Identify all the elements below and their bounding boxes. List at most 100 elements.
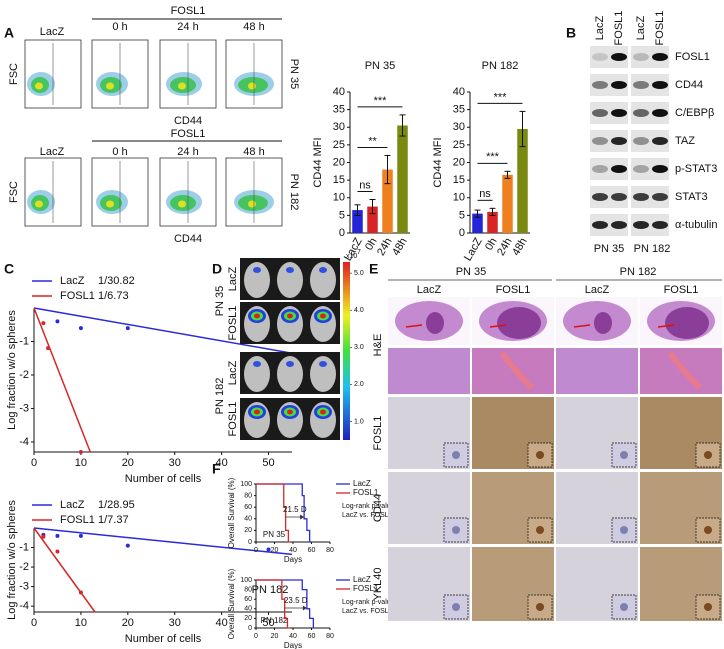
x-tick-label: 30 xyxy=(169,617,181,629)
y-tick-label: 80 xyxy=(244,586,252,593)
arrow xyxy=(657,324,675,328)
mouse xyxy=(244,356,270,392)
legend-label: FOSL1 xyxy=(60,514,95,526)
nucleus xyxy=(452,526,460,534)
signal xyxy=(286,361,294,367)
x-axis-label: CD44 xyxy=(174,115,202,127)
blot-bg xyxy=(631,46,669,68)
flow-cloud xyxy=(35,82,43,90)
y-tick-label: 40 xyxy=(244,606,252,613)
vessel xyxy=(499,351,535,391)
condition-label: FOSL1 xyxy=(664,284,699,296)
blot-bg xyxy=(631,130,669,152)
data-point xyxy=(46,346,51,351)
blot-band xyxy=(611,53,627,61)
fit-line xyxy=(33,307,293,354)
y-tick-label: 0 xyxy=(248,625,252,632)
ihc-inset xyxy=(611,517,637,543)
blot-bg xyxy=(631,158,669,180)
protein-label: C/EBPβ xyxy=(675,107,714,119)
legend-estimate: 1/7.37 xyxy=(98,514,129,526)
signal xyxy=(254,313,260,319)
mouse xyxy=(310,262,336,298)
median-gap: 21.5 D xyxy=(283,505,307,514)
condition-label: LacZ xyxy=(417,284,442,296)
lane-label: LacZ xyxy=(635,15,647,40)
x-tick-label: 0h xyxy=(363,236,380,253)
signal xyxy=(319,361,327,367)
blot-band xyxy=(652,53,668,61)
nucleus xyxy=(452,603,460,611)
flow-cloud xyxy=(106,82,114,90)
blot-band xyxy=(652,109,668,117)
x-tick-label: 0 xyxy=(31,617,37,629)
group-label: PN 35 xyxy=(214,286,226,317)
y-tick-label: 30 xyxy=(333,121,345,133)
protein-label: CD44 xyxy=(675,79,703,91)
cell-line-label: PN 182 xyxy=(634,243,671,255)
y-tick-label: -1 xyxy=(19,335,29,347)
signal xyxy=(320,409,326,415)
legend-estimate: 1/28.95 xyxy=(98,499,135,511)
panel-letter: A xyxy=(4,25,14,41)
x-tick-label: 0 xyxy=(254,633,258,640)
blot-bg xyxy=(590,158,628,180)
time-label: 48 h xyxy=(243,21,264,33)
survival-curve xyxy=(256,579,291,629)
y-tick-label: -3 xyxy=(19,581,29,593)
tumor xyxy=(497,307,541,339)
blot-band xyxy=(652,193,668,201)
fit-line xyxy=(33,307,91,453)
colorbar-tick-label: 3.0 xyxy=(354,344,364,351)
arrow xyxy=(405,324,423,328)
y-tick-label: -3 xyxy=(19,402,29,414)
nucleus xyxy=(704,603,712,611)
significance-label: ns xyxy=(359,179,371,191)
time-label: 24 h xyxy=(177,146,198,158)
signal xyxy=(287,409,293,415)
x-tick-label: 50 xyxy=(262,457,274,469)
y-tick-label: 0 xyxy=(459,227,465,239)
panel-letter: C xyxy=(4,261,14,277)
colorbar-exponent: 7 xyxy=(357,249,361,256)
y-tick-label: 100 xyxy=(240,481,252,488)
nucleus xyxy=(704,451,712,459)
blot-band xyxy=(611,193,627,201)
he-micro xyxy=(556,348,638,394)
blot-bg xyxy=(631,102,669,124)
y-tick-label: -2 xyxy=(19,369,29,381)
blot-band xyxy=(633,137,649,145)
signal xyxy=(320,313,326,319)
blot-bg xyxy=(590,186,628,208)
group-label: PN 182 xyxy=(214,378,226,415)
blot-bg xyxy=(590,214,628,236)
bar xyxy=(367,206,378,233)
mouse xyxy=(310,356,336,392)
chart-title: PN 182 xyxy=(482,60,519,72)
blot-band xyxy=(633,193,649,201)
nucleus xyxy=(452,451,460,459)
y-tick-label: 35 xyxy=(453,104,465,116)
x-axis-label: Days xyxy=(284,555,302,564)
protein-label: p-STAT3 xyxy=(675,163,717,175)
colorbar-tick-label: 1.0 xyxy=(354,418,364,425)
y-tick-label: 80 xyxy=(244,492,252,499)
survival-curve xyxy=(256,483,312,543)
significance-label: ns xyxy=(479,188,491,200)
x-tick-label: 80 xyxy=(326,547,334,554)
panel-letter: D xyxy=(212,261,222,277)
y-tick-label: 15 xyxy=(333,174,345,186)
bar xyxy=(517,129,528,233)
colorbar xyxy=(343,262,350,440)
x-tick-label: 40 xyxy=(216,457,228,469)
condition-label: LacZ xyxy=(227,360,239,385)
legend-label: LacZ xyxy=(60,499,85,511)
x-tick-label: 50 xyxy=(262,617,274,629)
x-axis-label: Number of cells xyxy=(125,473,202,485)
colorbar-tick-label: 4.0 xyxy=(354,307,364,314)
y-tick-label: 10 xyxy=(333,192,345,204)
signal xyxy=(319,267,327,273)
protein-label: STAT3 xyxy=(675,191,708,203)
blot-band xyxy=(592,137,608,145)
